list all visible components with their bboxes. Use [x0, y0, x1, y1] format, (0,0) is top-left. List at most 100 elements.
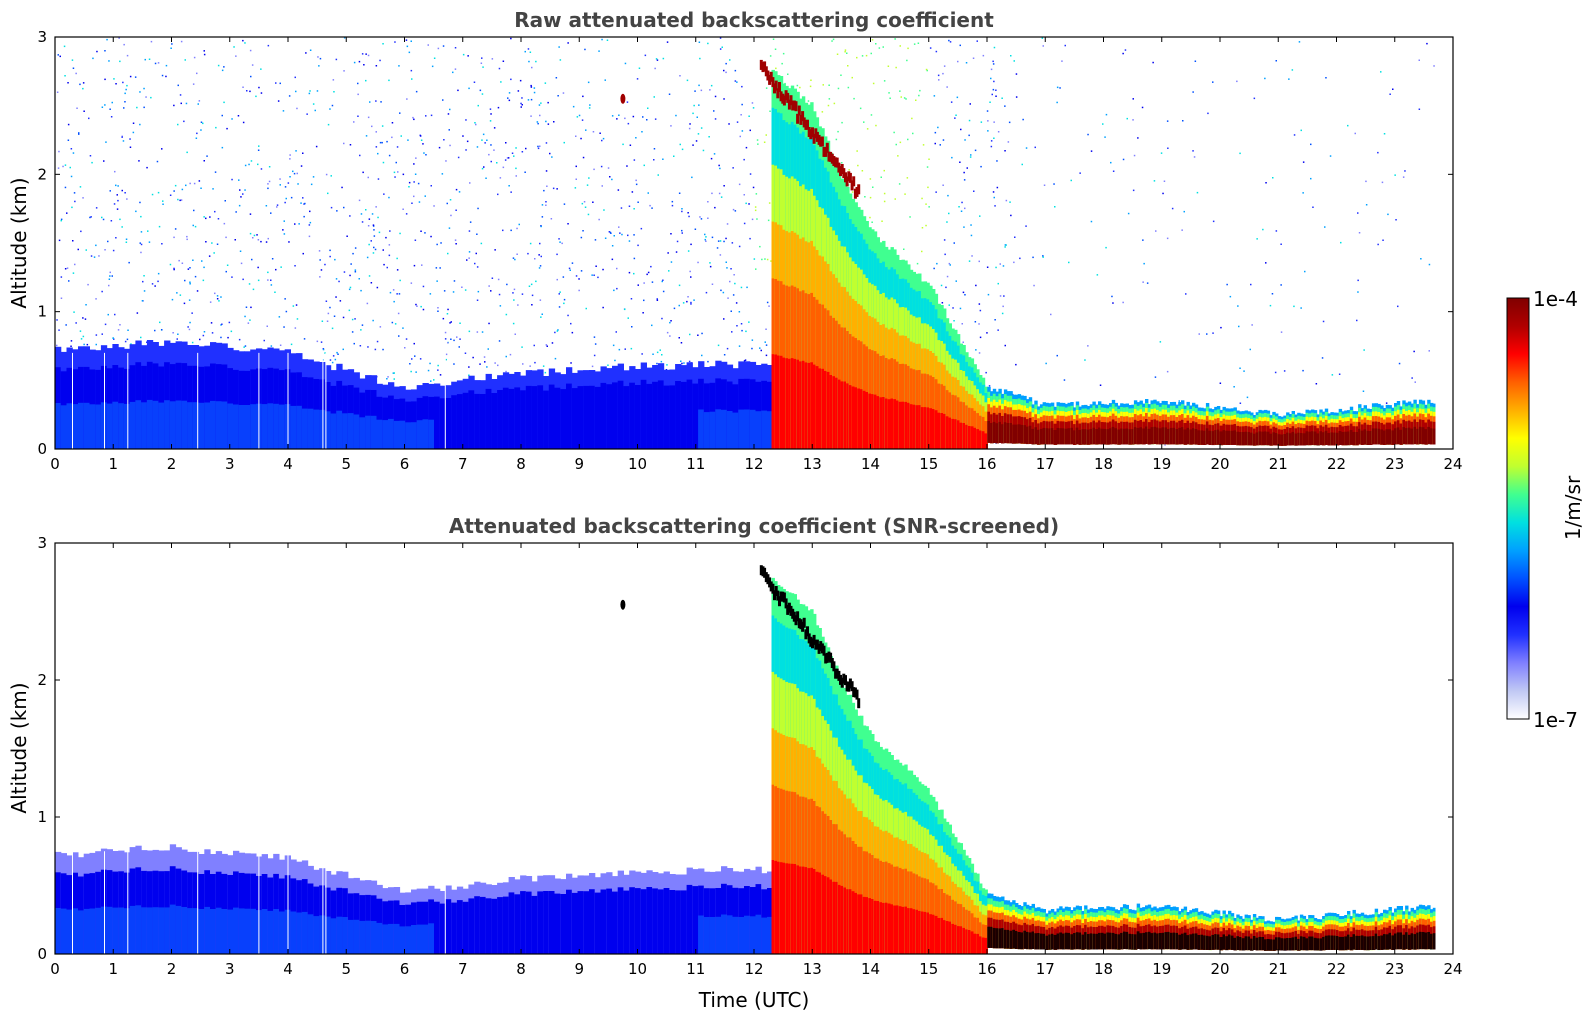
noise-pixel: [215, 126, 217, 129]
noise-pixel: [326, 320, 329, 322]
plume-column: [1056, 427, 1060, 445]
noise-pixel: [533, 87, 536, 89]
noise-pixel: [418, 201, 421, 203]
noise-pixel: [358, 60, 361, 63]
noise-pixel: [989, 101, 991, 103]
noise-pixel: [447, 113, 450, 115]
plume-column: [937, 412, 941, 449]
noise-pixel: [691, 176, 693, 179]
noise-pixel: [275, 268, 277, 271]
noise-pixel: [1269, 304, 1272, 307]
noise-pixel: [1084, 359, 1086, 361]
noise-pixel: [856, 56, 858, 59]
noise-pixel: [251, 258, 253, 261]
plume-column: [1416, 428, 1420, 445]
noise-pixel: [562, 92, 565, 94]
noise-pixel: [1418, 108, 1421, 110]
noise-pixel: [196, 132, 198, 135]
noise-pixel: [993, 80, 995, 83]
noise-pixel: [626, 101, 629, 103]
noise-pixel: [140, 231, 143, 233]
plume-column: [813, 869, 817, 954]
streak-pixel: [789, 95, 793, 106]
noise-pixel: [296, 107, 298, 110]
noise-pixel: [143, 87, 145, 90]
noise-pixel: [963, 226, 965, 228]
bl-column-base: [393, 923, 401, 954]
noise-pixel: [231, 118, 233, 120]
noise-pixel: [1015, 363, 1017, 366]
noise-pixel: [719, 37, 722, 39]
noise-pixel: [774, 48, 777, 50]
noise-pixel: [214, 210, 216, 213]
noise-pixel: [1338, 373, 1341, 375]
noise-pixel: [875, 124, 877, 127]
plume-column: [1164, 427, 1168, 445]
noise-pixel: [603, 209, 605, 211]
noise-pixel: [123, 107, 125, 109]
noise-pixel: [517, 304, 519, 306]
noise-pixel: [986, 332, 988, 334]
noise-pixel: [276, 204, 279, 206]
bl-column-base: [313, 409, 320, 449]
noise-pixel: [422, 143, 424, 145]
noise-pixel: [354, 271, 357, 273]
plume-column: [1233, 430, 1237, 445]
plume-column: [846, 889, 850, 954]
noise-pixel: [1357, 279, 1359, 282]
streak-pixel: [814, 128, 818, 139]
bl-column-core: [652, 888, 659, 954]
noise-pixel: [1377, 151, 1379, 154]
noise-pixel: [332, 355, 335, 357]
noise-pixel: [372, 252, 375, 254]
plume-column: [1059, 428, 1063, 445]
noise-pixel: [1239, 152, 1241, 155]
noise-pixel: [1264, 77, 1266, 80]
plume-column: [1128, 429, 1132, 445]
noise-pixel: [828, 84, 830, 86]
noise-pixel: [1251, 324, 1253, 326]
noise-pixel: [447, 342, 449, 344]
bl-column-core: [434, 396, 441, 449]
noise-pixel: [348, 309, 351, 312]
noise-pixel: [541, 204, 544, 206]
noise-pixel: [726, 267, 728, 269]
noise-pixel: [604, 79, 606, 81]
noise-pixel: [607, 167, 610, 169]
noise-pixel: [693, 299, 695, 301]
noise-pixel: [1004, 344, 1006, 347]
plume-column: [1225, 430, 1229, 445]
noise-pixel: [180, 40, 183, 43]
noise-pixel: [442, 45, 445, 47]
plume-column: [1302, 433, 1307, 446]
noise-pixel: [942, 184, 944, 186]
noise-pixel: [869, 216, 871, 219]
noise-pixel: [125, 241, 128, 243]
noise-pixel: [611, 115, 614, 117]
noise-pixel: [135, 210, 137, 213]
noise-pixel: [637, 201, 639, 203]
noise-pixel: [610, 232, 612, 234]
noise-pixel: [643, 282, 645, 284]
noise-pixel: [738, 345, 741, 347]
noise-pixel: [117, 199, 119, 202]
noise-pixel: [1033, 284, 1035, 287]
noise-pixel: [707, 42, 709, 45]
noise-pixel: [764, 341, 766, 343]
noise-pixel: [202, 279, 205, 282]
noise-pixel: [761, 258, 763, 261]
bl-column-core: [657, 889, 665, 954]
noise-pixel: [994, 205, 996, 207]
noise-pixel: [371, 125, 373, 128]
noise-pixel: [332, 79, 335, 81]
noise-pixel: [688, 127, 691, 130]
bl-column-base: [187, 908, 194, 954]
noise-pixel: [530, 84, 532, 87]
noise-pixel: [571, 262, 574, 264]
noise-pixel: [192, 224, 194, 227]
noise-pixel: [487, 348, 489, 350]
noise-pixel: [70, 345, 72, 347]
noise-pixel: [615, 331, 617, 333]
noise-pixel: [343, 70, 345, 72]
bl-column-base: [307, 408, 314, 449]
